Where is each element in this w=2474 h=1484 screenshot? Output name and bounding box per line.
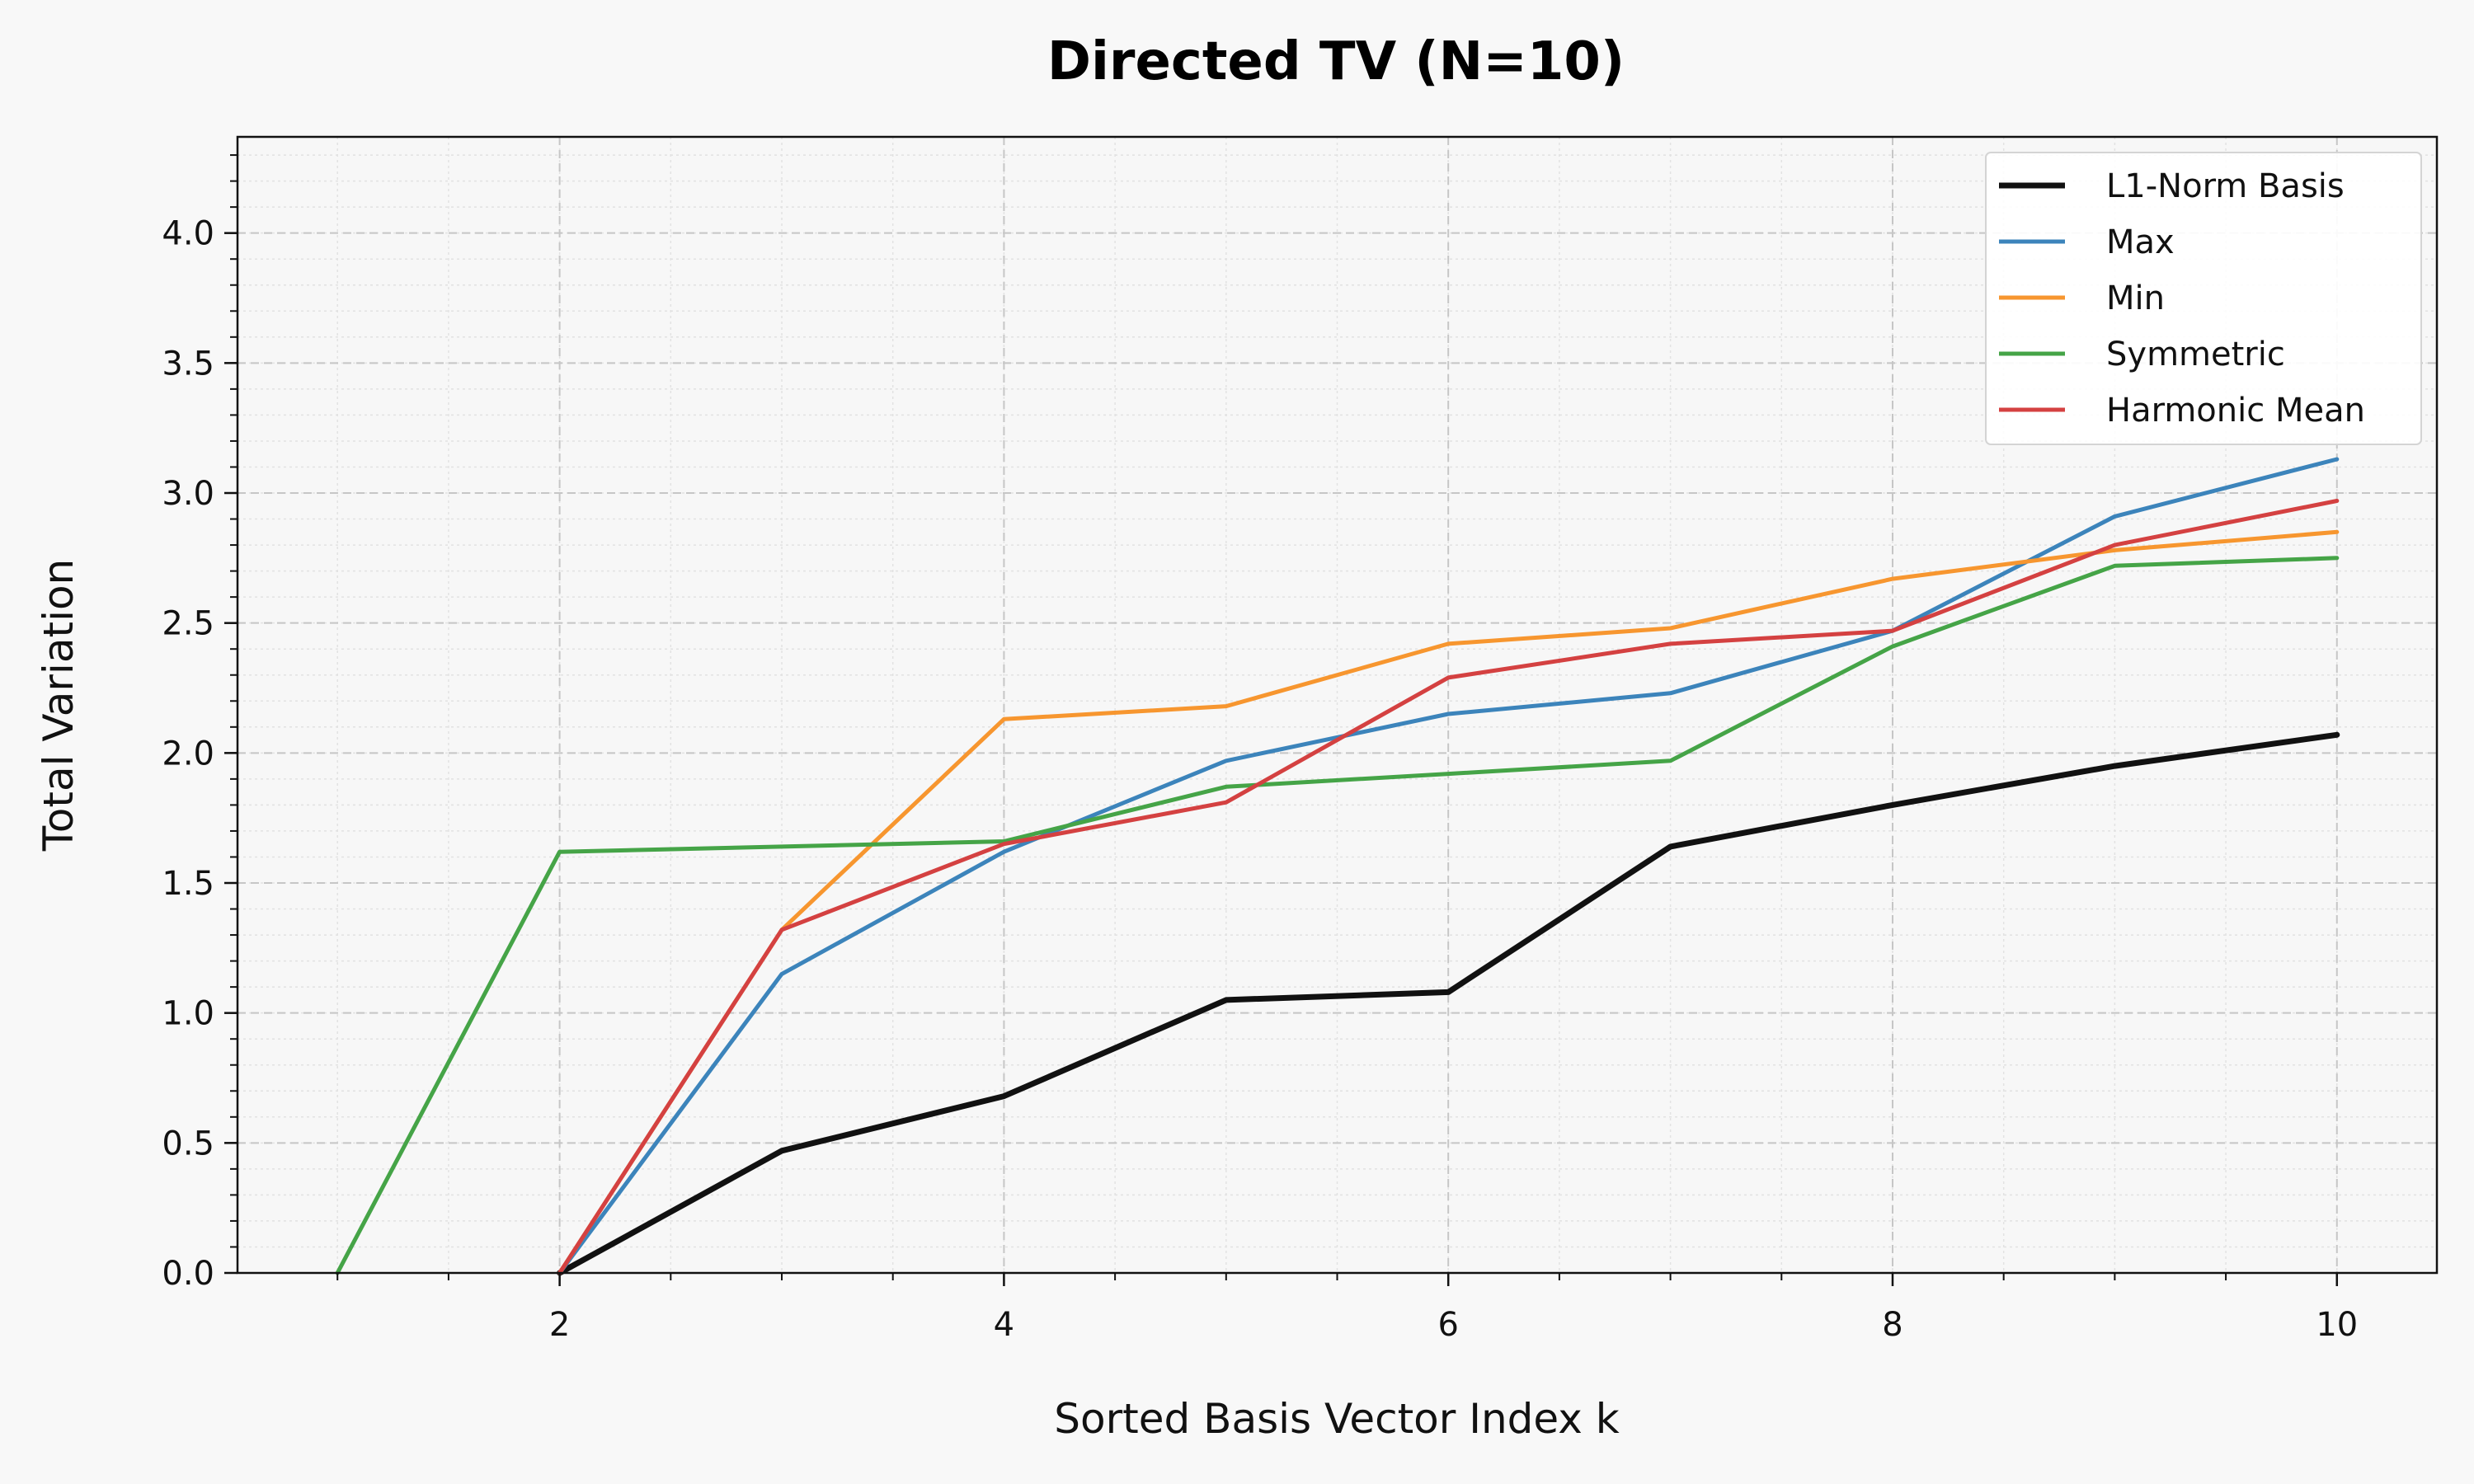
legend-label: Harmonic Mean — [2106, 392, 2365, 430]
series-line-max — [557, 457, 2340, 1275]
y-axis-title: Total Variation — [35, 559, 82, 852]
legend-label: Max — [2106, 223, 2175, 261]
x-tick-label: 4 — [994, 1306, 1014, 1344]
y-tick-label: 2.0 — [162, 735, 214, 773]
legend-label: Min — [2106, 279, 2165, 317]
legend-label: Symmetric — [2106, 336, 2285, 373]
y-tick-label: 0.0 — [162, 1255, 214, 1293]
series-line-symmetric — [335, 556, 2340, 1275]
axes: 2 4 6 8 10 0.0 0.5 1.0 1.5 2.0 2.5 3.0 3.5 4.0 — [162, 154, 2358, 1344]
legend-box — [1985, 152, 2422, 445]
y-tick-label: 4.0 — [162, 215, 214, 253]
y-tick-label: 2.5 — [162, 605, 214, 643]
y-tick-label: 0.5 — [162, 1125, 214, 1162]
grid — [238, 137, 2437, 1274]
x-tick-label: 6 — [1437, 1306, 1458, 1344]
legend: L1-Norm Basis Max Min Symmetric Harmonic Mea… — [1985, 152, 2422, 445]
y-tick-label: 3.5 — [162, 345, 214, 383]
series-lines — [335, 457, 2340, 1276]
series-line-harmonic-mean — [557, 499, 2340, 1275]
series-line-min — [557, 529, 2340, 1275]
y-tick-label: 1.0 — [162, 995, 214, 1033]
legend-label: L1-Norm Basis — [2106, 167, 2345, 205]
x-tick-label: 10 — [2316, 1306, 2358, 1344]
y-tick-label: 3.0 — [162, 475, 214, 513]
x-tick-label: 8 — [1882, 1306, 1903, 1344]
series-line-l1-norm-basis — [557, 731, 2340, 1276]
y-tick-label: 1.5 — [162, 865, 214, 903]
x-axis-title: Sorted Basis Vector Index k — [1054, 1395, 1619, 1443]
chart-title: Directed TV (N=10) — [1047, 31, 1625, 92]
x-tick-label: 2 — [549, 1306, 570, 1344]
